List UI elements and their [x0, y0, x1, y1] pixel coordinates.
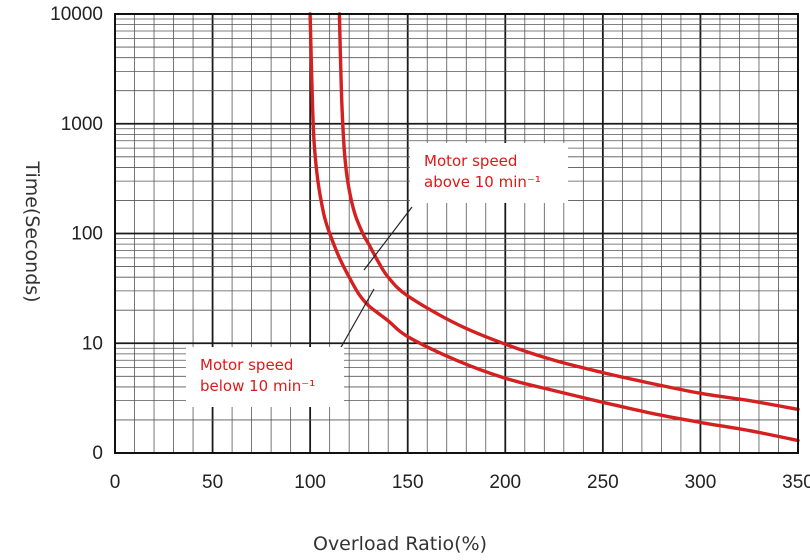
x-axis-label: Overload Ratio(%) [313, 533, 487, 555]
annotation-leader-line [339, 288, 375, 350]
y-tick-label: 100 [71, 224, 103, 245]
annotation-text: above 10 min⁻¹ [424, 173, 541, 191]
x-tick-label: 150 [392, 472, 424, 493]
x-tick-label: 50 [202, 472, 223, 493]
annotation-text: Motor speed [424, 152, 517, 170]
y-tick-label: 10000 [50, 4, 103, 25]
x-tick-label: 100 [294, 472, 326, 493]
y-tick-label: 0 [92, 443, 103, 464]
y-tick-label: 10 [82, 333, 103, 354]
chart-curves [308, 12, 800, 443]
annotation-box [410, 143, 568, 203]
x-tick-label: 0 [110, 472, 121, 493]
curve-below-10 [308, 12, 800, 443]
x-tick-label: 200 [489, 472, 521, 493]
curve-above-10 [337, 12, 800, 411]
y-axis-label: Time(Seconds) [21, 160, 43, 302]
annotation-text: below 10 min⁻¹ [200, 377, 315, 395]
x-tick-labels: 0 50 100 150 200 250 300 350 [110, 472, 810, 493]
annotation-text: Motor speed [200, 356, 293, 374]
plot-frame [114, 13, 799, 454]
x-tick-label: 300 [685, 472, 717, 493]
annotation-leaders [339, 206, 413, 350]
x-tick-label: 250 [587, 472, 619, 493]
annotation-leader-line [363, 206, 413, 271]
y-tick-labels: 0 10 100 1000 10000 [50, 4, 103, 464]
chart-annotations: Motor speed above 10 min⁻¹ Motor speed belo… [186, 143, 568, 407]
annotation-box [186, 347, 344, 407]
x-tick-label: 350 [782, 472, 810, 493]
y-tick-label: 1000 [61, 114, 103, 135]
